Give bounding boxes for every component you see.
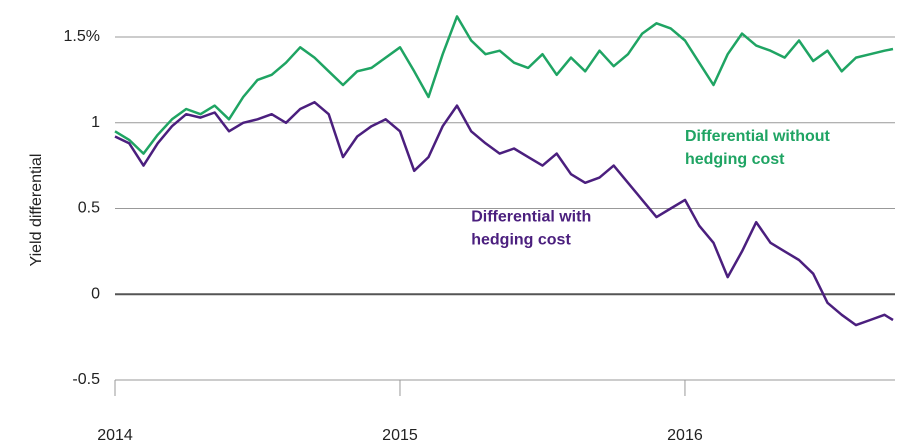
annotation-line: Differential without: [685, 128, 831, 145]
annotation-line: hedging cost: [685, 151, 785, 168]
annotation: Differential without hedging cost: [685, 128, 831, 168]
x-tick-label: 2015: [382, 427, 418, 441]
annotation: Differential with hedging cost: [471, 209, 591, 249]
y-axis-label: Yield differential: [28, 154, 45, 267]
annotation-line: Differential with: [471, 209, 591, 226]
y-tick-label: 1.5%: [64, 28, 100, 45]
y-tick-label: 0.5: [78, 200, 100, 217]
annotation-line: hedging cost: [471, 232, 571, 249]
x-tick-label: 2016: [667, 427, 703, 441]
series-line: [114, 100, 894, 327]
x-tick-label: 2014: [97, 427, 133, 441]
y-tick-label: -0.5: [72, 371, 100, 388]
series-line: [114, 15, 894, 155]
y-tick-label: 1: [91, 114, 100, 131]
y-tick-label: 0: [91, 285, 100, 302]
